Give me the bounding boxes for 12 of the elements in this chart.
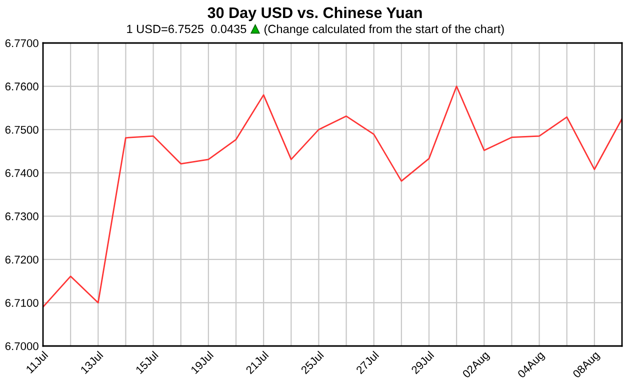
y-tick-label: 6.7200 bbox=[5, 256, 38, 264]
y-tick-label: 6.7000 bbox=[5, 342, 38, 350]
text: (Change calculated from the start of the chart) bbox=[264, 24, 504, 36]
y-tick-label: 6.7300 bbox=[5, 212, 38, 220]
y-tick-label: 6.7400 bbox=[5, 169, 38, 177]
line-series bbox=[43, 86, 622, 308]
y-tick-label: 6.7100 bbox=[5, 298, 38, 307]
y-tick-label: 6.7700 bbox=[5, 39, 38, 48]
y-tick-label: 6.7500 bbox=[5, 126, 38, 134]
chart-subtitle: 1 USD=6.7525 0.0435 bbox=[127, 24, 246, 34]
y-tick-label: 6.7600 bbox=[5, 82, 38, 90]
chart-title: 30 Day USD vs. Chinese Yuan bbox=[208, 6, 422, 22]
